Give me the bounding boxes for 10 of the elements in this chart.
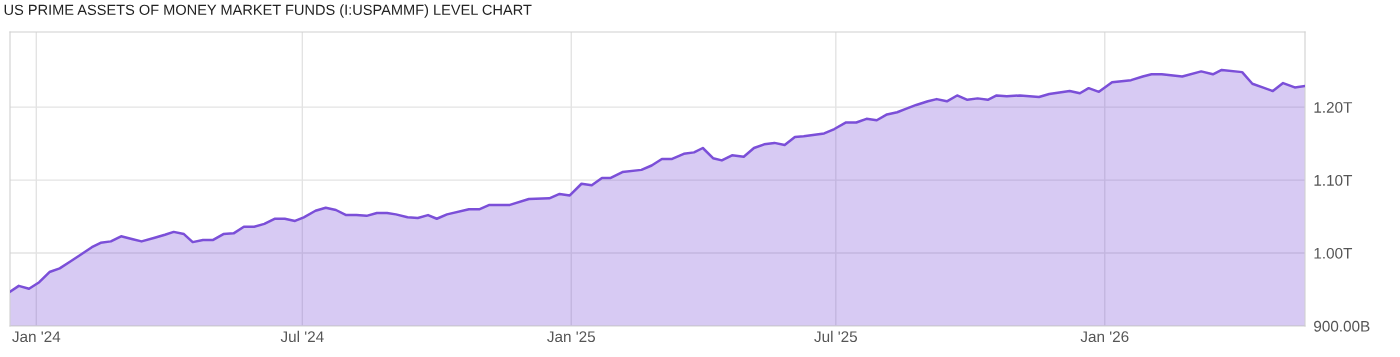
x-tick-label: Jan '26 — [1080, 331, 1129, 343]
y-tick-label: 900.00B — [1314, 320, 1370, 332]
x-tick-label: Jan '25 — [547, 331, 596, 343]
y-tick-label: 1.10T — [1314, 174, 1353, 186]
x-tick-label: Jul '24 — [280, 330, 324, 343]
y-tick-label: 1.00T — [1314, 247, 1353, 259]
y-tick-label: 1.20T — [1314, 102, 1353, 113]
x-tick-label: Jul '25 — [814, 330, 858, 343]
x-tick-label: Jan '24 — [12, 331, 61, 343]
chart-title: US PRIME ASSETS OF MONEY MARKET FUNDS (I:USPAMMF) LEVEL CHART — [4, 4, 532, 18]
